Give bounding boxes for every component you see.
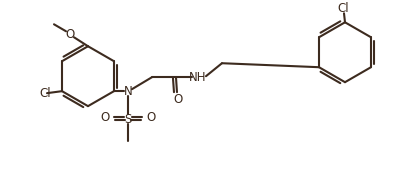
Text: S: S: [124, 113, 131, 126]
Text: N: N: [123, 85, 132, 98]
Text: O: O: [173, 93, 183, 106]
Text: Cl: Cl: [39, 87, 51, 100]
Text: O: O: [66, 28, 75, 41]
Text: Cl: Cl: [337, 2, 349, 15]
Text: O: O: [146, 111, 155, 124]
Text: O: O: [100, 111, 110, 124]
Text: NH: NH: [189, 71, 207, 84]
